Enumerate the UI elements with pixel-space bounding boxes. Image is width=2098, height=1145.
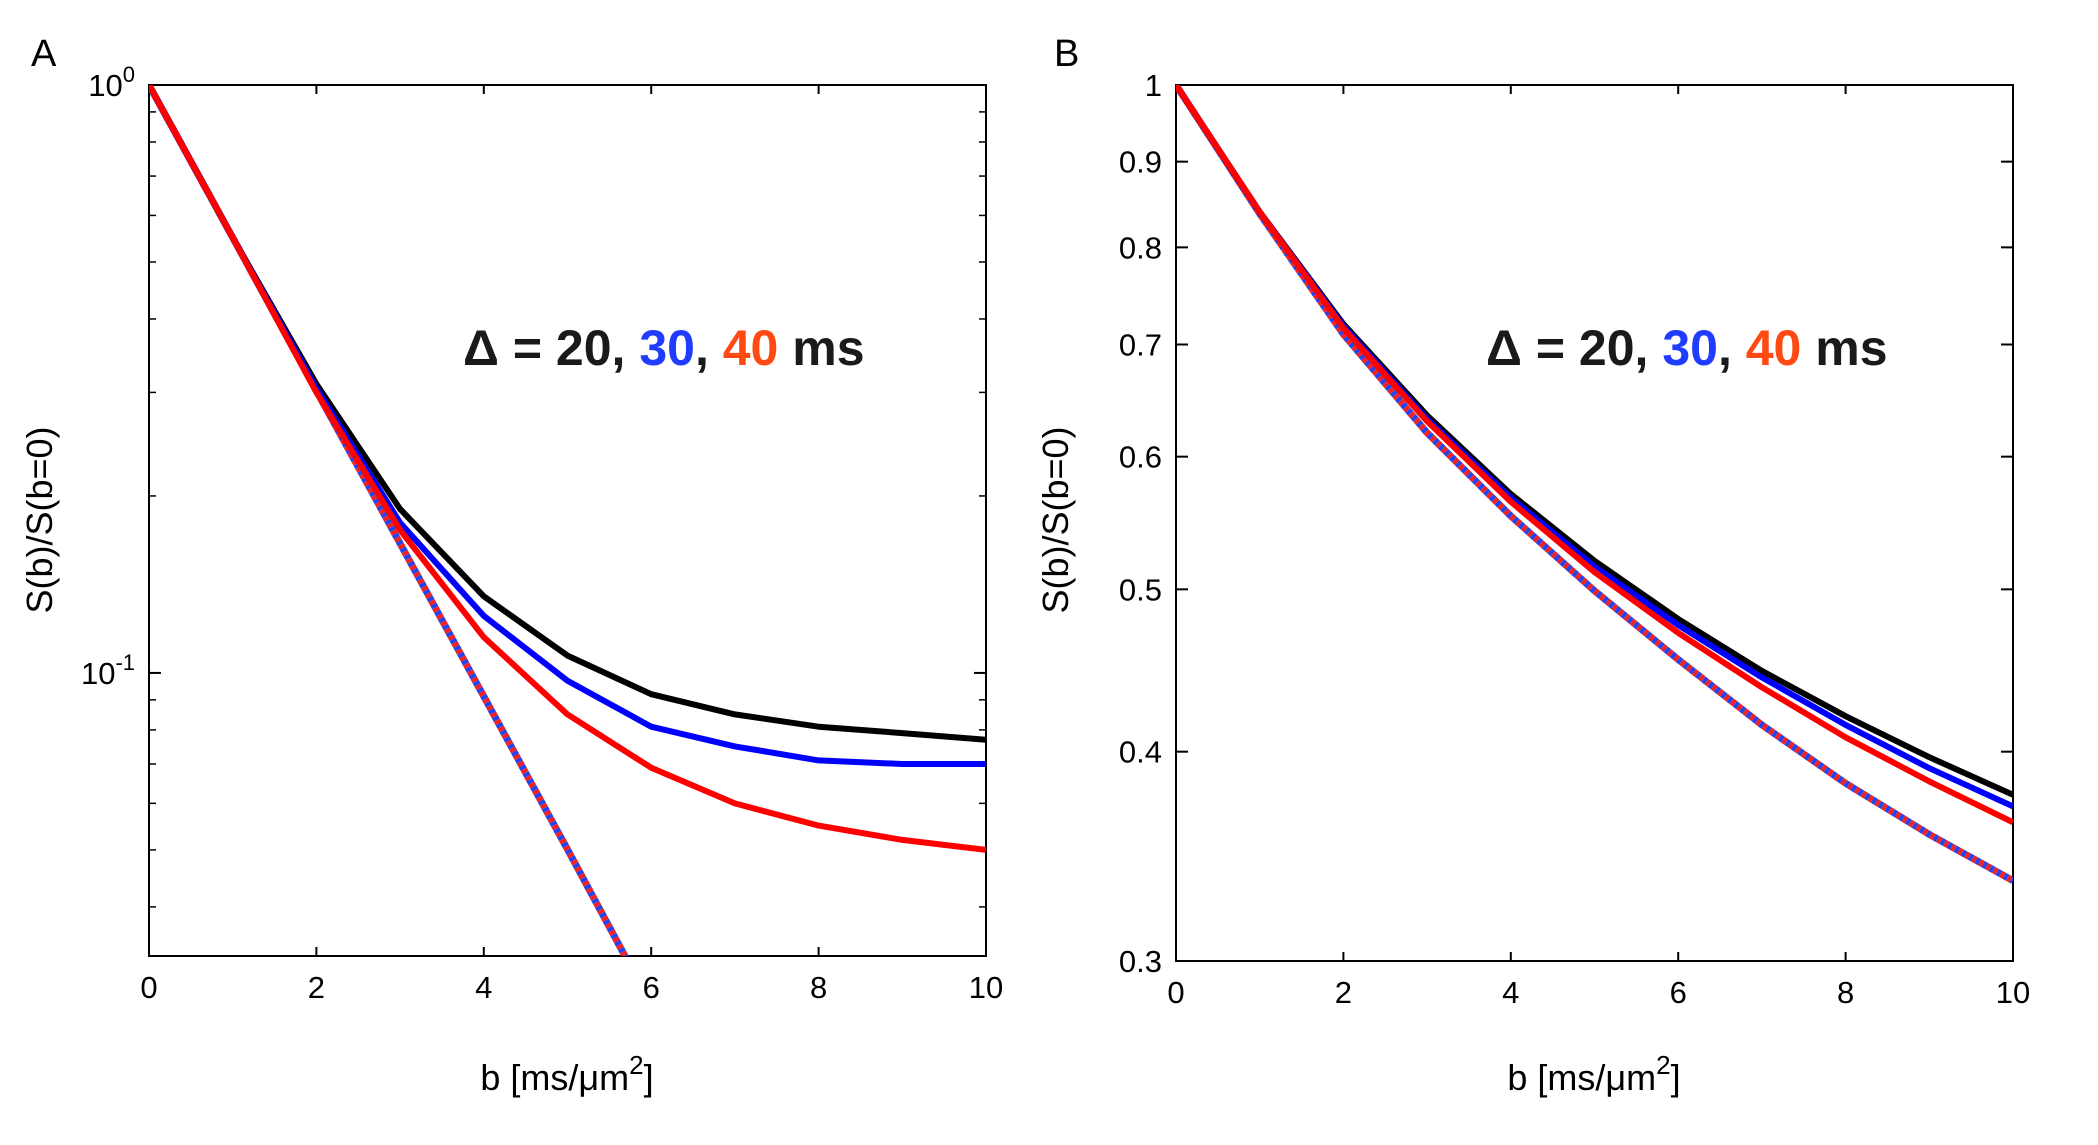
series-b bbox=[1176, 85, 2013, 884]
panel-b: B 0 2 4 6 8 10 1 0.9 0.8 0.7 0.6 0.5 0.4 0.3 Δ = 20,… bbox=[1035, 33, 2030, 1098]
y-tick-label: 0.3 bbox=[1119, 944, 1162, 979]
y-tick-label: 0.6 bbox=[1119, 440, 1162, 475]
annotation-b-30: 30 bbox=[1662, 320, 1718, 376]
y-tick-label: 0.8 bbox=[1119, 230, 1162, 265]
x-tick-label: 4 bbox=[1502, 975, 1519, 1010]
annotation-a-suffix: ms bbox=[778, 320, 864, 376]
x-tick-label: 8 bbox=[1837, 975, 1854, 1010]
x-ticks-b: 0 2 4 6 8 10 bbox=[1167, 85, 2030, 1010]
annotation-a-sep: , bbox=[695, 320, 723, 376]
y-tick-label: 0.5 bbox=[1119, 572, 1162, 607]
annotation-a-40: 40 bbox=[723, 320, 779, 376]
y-tick-label: 0.4 bbox=[1119, 735, 1162, 770]
series-line bbox=[1176, 85, 2013, 825]
x-tick-label: 0 bbox=[140, 970, 157, 1005]
x-tick-label: 4 bbox=[475, 970, 492, 1005]
series-line bbox=[149, 85, 629, 956]
x-tick-label: 8 bbox=[810, 970, 827, 1005]
annotation-a-30: 30 bbox=[639, 320, 695, 376]
y-tick-label: 0.7 bbox=[1119, 328, 1162, 363]
x-tick-label: 10 bbox=[1996, 975, 2030, 1010]
y-tick-label: 100 bbox=[88, 62, 135, 103]
y-ticks-a: 100 10-1 bbox=[81, 62, 986, 691]
x-tick-label: 2 bbox=[308, 970, 325, 1005]
annotation-b-sep: , bbox=[1718, 320, 1746, 376]
x-axis-label-b: b [ms/μm2] bbox=[1507, 1050, 1680, 1098]
annotation-b-suffix: ms bbox=[1801, 320, 1887, 376]
x-tick-label: 2 bbox=[1335, 975, 1352, 1010]
plot-area-a bbox=[148, 84, 987, 957]
panel-label-b: B bbox=[1054, 33, 1079, 75]
series-line bbox=[149, 85, 986, 853]
x-tick-label: 0 bbox=[1167, 975, 1184, 1010]
annotation-b-40: 40 bbox=[1746, 320, 1802, 376]
series-a bbox=[149, 85, 986, 956]
y-axis-label-b: S(b)/S(b=0) bbox=[1035, 426, 1076, 613]
y-tick-label: 1 bbox=[1145, 68, 1162, 103]
y-ticks-b: 1 0.9 0.8 0.7 0.6 0.5 0.4 0.3 bbox=[1119, 68, 2013, 979]
panel-label-a: A bbox=[31, 33, 57, 75]
x-axis-label-a: b [ms/μm2] bbox=[480, 1050, 653, 1098]
annotation-b-prefix: Δ = 20, bbox=[1486, 320, 1662, 376]
x-tick-label: 6 bbox=[643, 970, 660, 1005]
annotation-a-prefix: Δ = 20, bbox=[463, 320, 639, 376]
panel-a: A 0 2 4 6 8 10 100 10-1 Δ = 20, 30, 40 ms b [m… bbox=[19, 33, 1003, 1098]
x-tick-label: 10 bbox=[969, 970, 1003, 1005]
x-ticks-a: 0 2 4 6 8 10 bbox=[140, 85, 1003, 1005]
annotation-b: Δ = 20, 30, 40 ms bbox=[1486, 320, 1888, 376]
annotation-a: Δ = 20, 30, 40 ms bbox=[463, 320, 865, 376]
x-tick-label: 6 bbox=[1670, 975, 1687, 1010]
plot-area-b bbox=[1175, 84, 2014, 962]
y-tick-label: 0.9 bbox=[1119, 145, 1162, 180]
y-tick-label: 10-1 bbox=[81, 650, 135, 691]
y-axis-label-a: S(b)/S(b=0) bbox=[19, 426, 60, 613]
